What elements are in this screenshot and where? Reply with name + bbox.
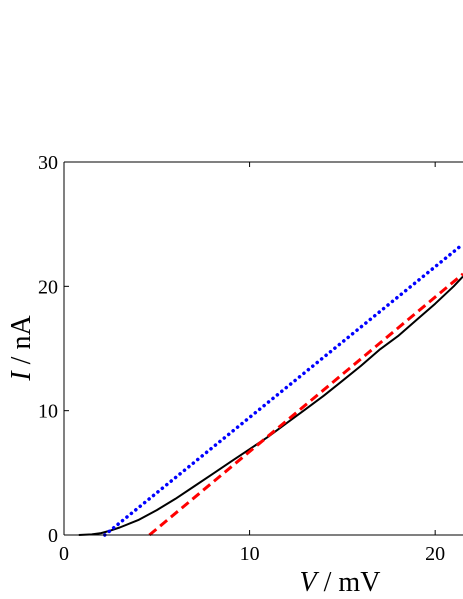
dashed-series-line [148,272,463,537]
y-tick-label: 20 [38,276,58,298]
series-layer [78,242,463,537]
y-tick-label: 30 [38,152,58,174]
x-tick-label: 10 [240,543,260,565]
ticks-layer: 0 10 20 0 10 20 30 [38,152,445,565]
y-axis-label: I / nA [6,315,37,382]
y-axis-unit: / nA [6,315,37,372]
y-tick-label: 10 [38,401,58,423]
y-axis-symbol: I [6,370,37,382]
x-tick-label: 20 [425,543,445,565]
x-axis-label: V / mV [300,567,381,598]
x-axis-symbol: V [300,567,320,598]
y-tick-label: 0 [48,525,58,547]
x-tick-label: 0 [59,543,69,565]
dotted-series-line [103,242,463,537]
axes-layer [63,161,463,536]
x-axis-unit: / mV [317,567,381,598]
solid-series-line [78,275,463,536]
